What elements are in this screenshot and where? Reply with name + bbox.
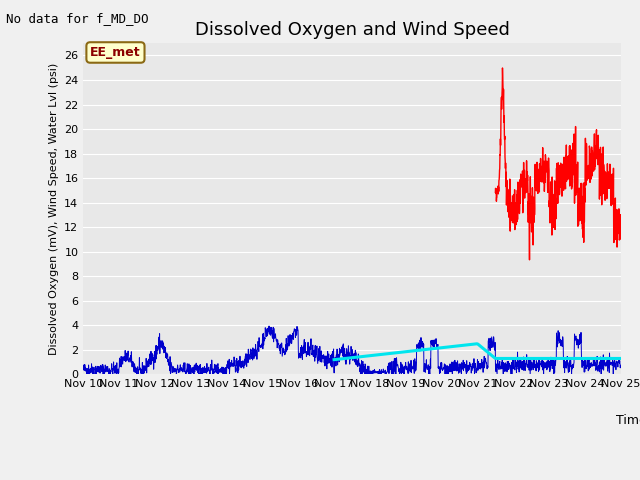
WaterLevel: [507, 356, 515, 361]
WaterLevel: [502, 356, 509, 361]
DisOxy: [576, 186, 584, 192]
ws: [265, 323, 273, 329]
Y-axis label: Dissolved Oxygen (mV), Wind Speed, Water Lvl (psi): Dissolved Oxygen (mV), Wind Speed, Water…: [49, 63, 58, 355]
DisOxy: [524, 183, 532, 189]
ws: [602, 363, 609, 369]
ws: [327, 362, 335, 368]
DisOxy: [492, 190, 499, 195]
ws: [503, 369, 511, 374]
Text: No data for f_MD_DO: No data for f_MD_DO: [6, 12, 149, 25]
Title: Dissolved Oxygen and Wind Speed: Dissolved Oxygen and Wind Speed: [195, 21, 509, 39]
ws: [617, 364, 625, 370]
WaterLevel: [501, 356, 509, 361]
WaterLevel: [331, 357, 339, 362]
WaterLevel: [617, 356, 625, 361]
WaterLevel: [573, 356, 580, 361]
Line: WaterLevel: WaterLevel: [334, 344, 621, 360]
DisOxy: [586, 160, 594, 166]
X-axis label: Time: Time: [616, 414, 640, 427]
Line: DisOxy: DisOxy: [495, 68, 621, 260]
DisOxy: [525, 257, 533, 263]
DisOxy: [514, 189, 522, 194]
WaterLevel: [473, 341, 481, 347]
DisOxy: [548, 213, 556, 218]
DisOxy: [499, 65, 506, 71]
Text: EE_met: EE_met: [90, 46, 141, 59]
DisOxy: [566, 183, 573, 189]
DisOxy: [617, 215, 625, 221]
ws: [79, 365, 87, 371]
ws: [602, 360, 609, 366]
WaterLevel: [591, 356, 599, 361]
ws: [83, 372, 90, 377]
ws: [341, 352, 349, 358]
ws: [107, 369, 115, 375]
WaterLevel: [330, 357, 338, 362]
Line: ws: ws: [83, 326, 621, 374]
